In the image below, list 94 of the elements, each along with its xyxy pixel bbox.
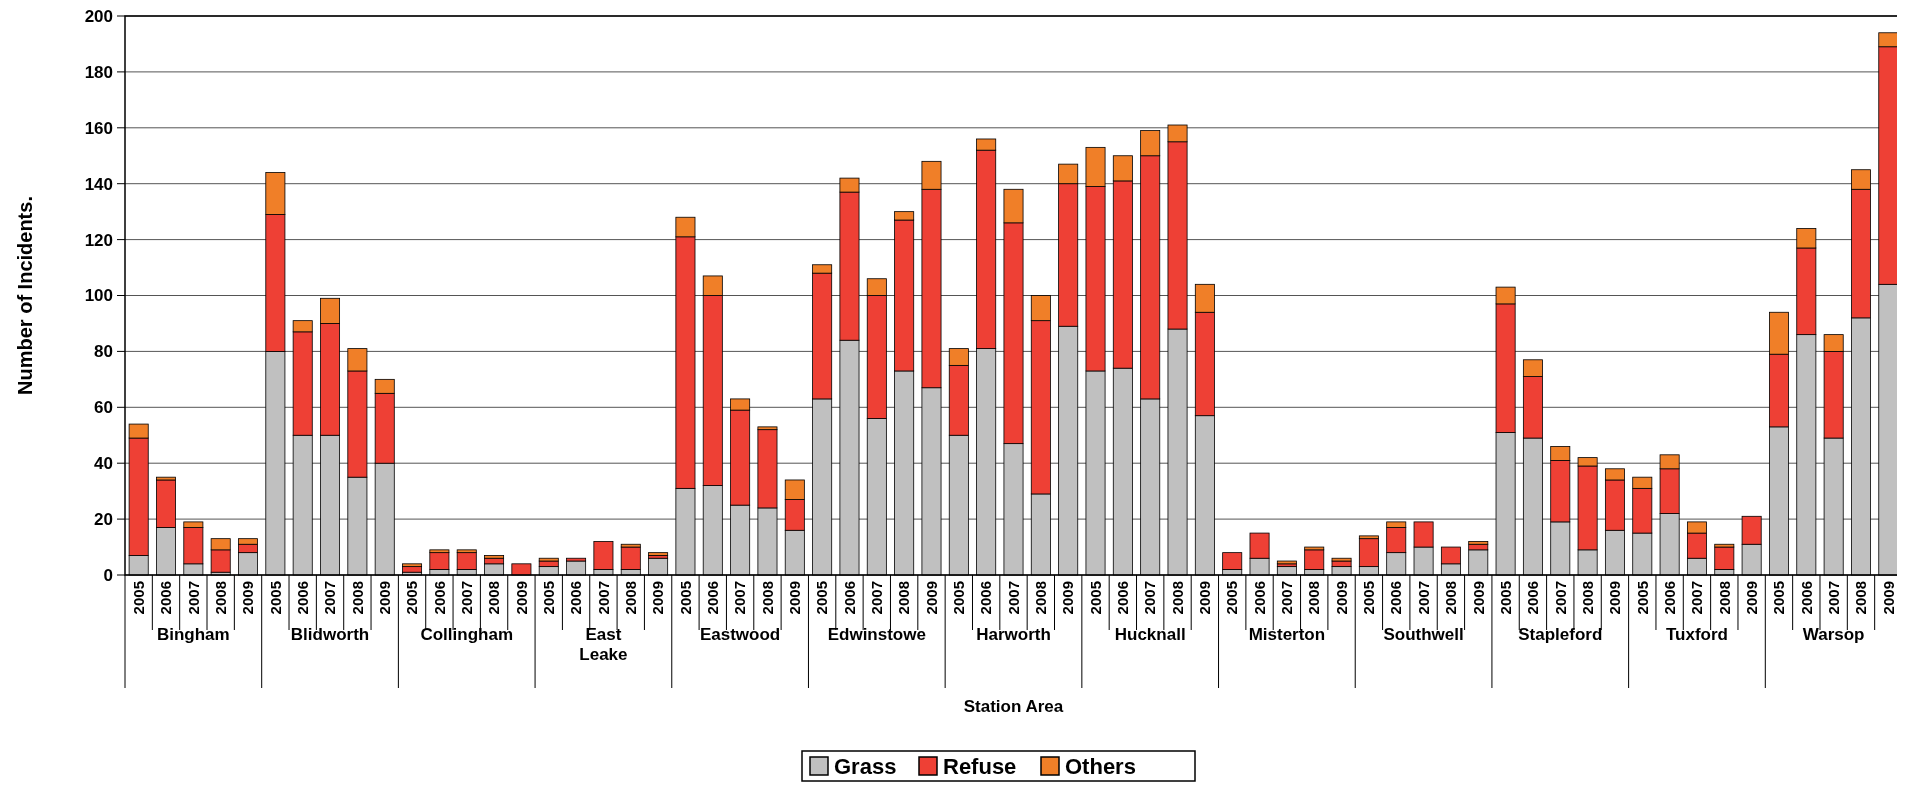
x-tick-label: 2009 — [1469, 581, 1487, 615]
x-tick-label: 2006 — [430, 581, 448, 615]
x-tick-label: 2006 — [1797, 581, 1815, 615]
x-tick-label: 2006 — [1387, 581, 1405, 615]
x-tick-label: 2008 — [1852, 581, 1870, 615]
x-tick-label: 2009 — [239, 581, 257, 615]
x-tick-label: 2007 — [1551, 581, 1569, 615]
text: Warsop — [1802, 625, 1865, 644]
x-tick-label: 2007 — [594, 581, 612, 615]
y-tick-label: 60 — [94, 398, 113, 418]
x-tick-label: 2006 — [1114, 581, 1132, 615]
x-tick-label: 2005 — [1496, 581, 1514, 615]
x-tick-label: 2008 — [758, 581, 776, 615]
x-tick-label: 2009 — [1606, 581, 1624, 615]
x-tick-label: 2007 — [1824, 581, 1842, 615]
x-tick-label: 2006 — [977, 581, 995, 615]
x-tick-label: 2005 — [950, 581, 968, 615]
text: Edwinstowe — [827, 625, 926, 644]
x-tick-label: 2008 — [1032, 581, 1050, 615]
y-tick-label: 80 — [94, 342, 113, 362]
legend-label: Grass — [834, 753, 897, 779]
text: Bingham — [156, 625, 230, 644]
x-tick-label: 2009 — [649, 581, 667, 615]
x-tick-label: 2007 — [184, 581, 202, 615]
x-tick-label: 2005 — [1360, 581, 1378, 615]
x-tick-label: 2006 — [567, 581, 585, 615]
text: Tuxford — [1665, 625, 1728, 644]
x-tick-label: 2008 — [1578, 581, 1596, 615]
x-tick-label: 2007 — [1004, 581, 1022, 615]
x-tick-label: 2005 — [676, 581, 694, 615]
y-tick-label: 200 — [84, 6, 113, 26]
x-tick-label: 2009 — [375, 581, 393, 615]
x-tick-label: 2006 — [840, 581, 858, 615]
x-tick-label: 2008 — [1715, 581, 1733, 615]
y-tick-label: 120 — [84, 230, 113, 250]
x-tick-label: 2005 — [1770, 581, 1788, 615]
x-tick-label: 2008 — [1442, 581, 1460, 615]
y-tick-label: 180 — [84, 62, 113, 82]
x-tick-label: 2005 — [403, 581, 421, 615]
x-tick-label: 2008 — [348, 581, 366, 615]
text: Southwell — [1383, 625, 1464, 644]
x-tick-label: 2006 — [704, 581, 722, 615]
text: Collingham — [420, 625, 514, 644]
x-tick-label: 2008 — [895, 581, 913, 615]
x-tick-label: 2007 — [731, 581, 749, 615]
x-tick-label: 2009 — [1332, 581, 1350, 615]
x-tick-label: 2007 — [1278, 581, 1296, 615]
x-tick-label: 2008 — [485, 581, 503, 615]
x-tick-label: 2009 — [1059, 581, 1077, 615]
x-tick-label: 2007 — [457, 581, 475, 615]
x-tick-label: 2006 — [1250, 581, 1268, 615]
x-tick-label: 2006 — [157, 581, 175, 615]
text: Hucknall — [1114, 625, 1186, 644]
text: Blidworth — [290, 625, 370, 644]
x-tick-label: 2005 — [1086, 581, 1104, 615]
y-tick-label: 100 — [84, 286, 113, 306]
y-tick-label: 40 — [94, 454, 113, 474]
y-tick-label: 20 — [94, 510, 113, 530]
x-tick-label: 2009 — [512, 581, 530, 615]
y-tick-label: 160 — [84, 118, 113, 138]
x-tick-label: 2008 — [1305, 581, 1323, 615]
y-axis-title: Number of Incidents. — [14, 196, 36, 395]
x-tick-label: 2005 — [1223, 581, 1241, 615]
x-tick-label: 2009 — [1879, 581, 1897, 615]
x-tick-label: 2006 — [1524, 581, 1542, 615]
x-tick-label: 2007 — [321, 581, 339, 615]
x-tick-label: 2005 — [540, 581, 557, 615]
x-tick-label: 2006 — [293, 581, 311, 615]
x-tick-label: 2006 — [1660, 581, 1678, 615]
x-tick-label: 2008 — [622, 581, 640, 615]
x-tick-label: 2005 — [1633, 581, 1651, 615]
legend-label: Others — [1065, 753, 1136, 779]
legend-label: Refuse — [943, 753, 1017, 779]
x-axis-title: Station Area — [963, 697, 1064, 716]
text: East Leake — [579, 625, 628, 664]
x-tick-label: 2007 — [1141, 581, 1159, 615]
text: Harworth — [976, 625, 1051, 644]
x-tick-label: 2007 — [868, 581, 886, 615]
x-tick-label: 2005 — [813, 581, 831, 615]
text: Stapleford — [1518, 625, 1603, 644]
x-tick-label: 2009 — [922, 581, 940, 615]
x-tick-label: 2009 — [1196, 581, 1214, 615]
text: Eastwood — [699, 625, 781, 644]
x-tick-label: 2009 — [786, 581, 804, 615]
y-tick-label: 0 — [103, 565, 113, 585]
x-tick-label: 2009 — [1742, 581, 1760, 615]
x-tick-label: 2007 — [1688, 581, 1706, 615]
x-tick-label: 2008 — [1168, 581, 1186, 615]
x-tick-label: 2007 — [1414, 581, 1432, 615]
y-tick-label: 140 — [84, 174, 113, 194]
x-tick-label: 2005 — [129, 581, 147, 615]
x-tick-label: 2005 — [266, 581, 284, 615]
x-tick-label: 2008 — [211, 581, 229, 615]
text: Misterton — [1248, 625, 1326, 644]
